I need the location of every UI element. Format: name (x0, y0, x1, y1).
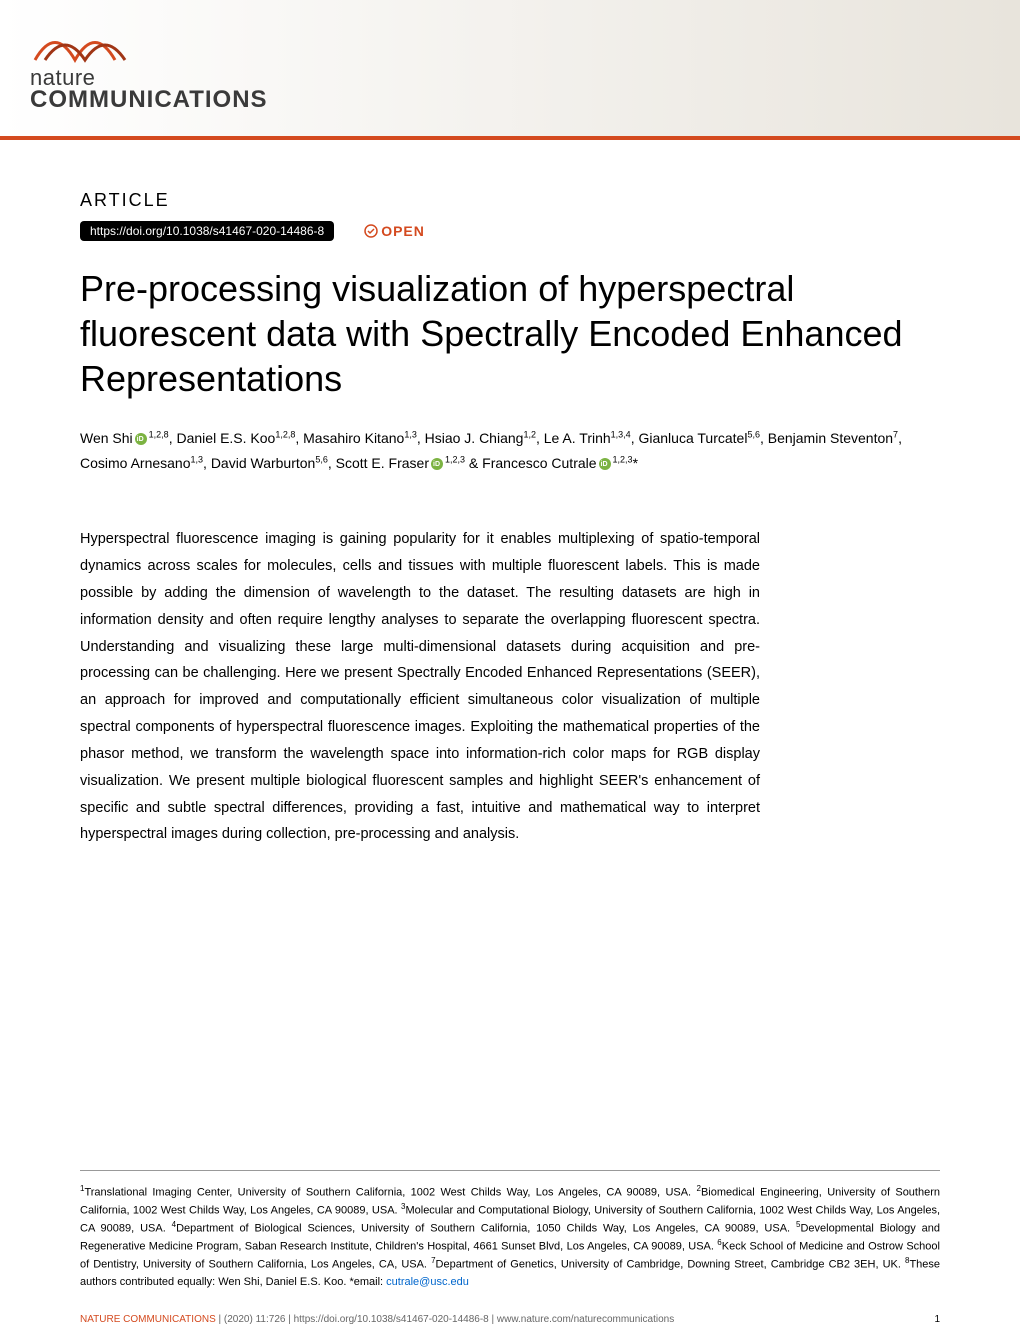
author-affil: 7 (893, 429, 898, 439)
author-name: Wen Shi (80, 430, 133, 446)
email-label: *email: (349, 1276, 383, 1288)
footer-citation-text: | (2020) 11:726 | https://doi.org/10.103… (219, 1314, 675, 1325)
abstract-text: Hyperspectral fluorescence imaging is ga… (80, 526, 760, 848)
author-name: Masahiro Kitano (303, 430, 404, 446)
page-footer: NATURE COMMUNICATIONS | (2020) 11:726 | … (80, 1314, 940, 1325)
page-number: 1 (934, 1314, 940, 1325)
author-name: Francesco Cutrale (482, 455, 596, 471)
corresponding-mark: * (633, 455, 638, 471)
affiliation-1: Translational Imaging Center, University… (84, 1186, 691, 1198)
affiliations-text: 1Translational Imaging Center, Universit… (80, 1183, 940, 1290)
affiliations-section: 1Translational Imaging Center, Universit… (80, 1170, 940, 1290)
authors-list: Wen Shi1,2,8, Daniel E.S. Koo1,2,8, Masa… (80, 426, 940, 476)
author-name: Scott E. Fraser (336, 455, 429, 471)
affiliation-4: Department of Biological Sciences, Unive… (176, 1223, 790, 1235)
orcid-icon[interactable] (599, 458, 611, 470)
affiliation-7: Department of Genetics, University of Ca… (436, 1259, 901, 1271)
doi-row: https://doi.org/10.1038/s41467-020-14486… (80, 221, 940, 241)
author-affil: 1,3,4 (611, 429, 631, 439)
author-name: Benjamin Steventon (768, 430, 893, 446)
author-affil: 5,6 (315, 455, 328, 465)
logo-waves-icon (30, 20, 190, 70)
orcid-icon[interactable] (135, 433, 147, 445)
open-label: OPEN (381, 223, 425, 239)
article-title: Pre-processing visualization of hyperspe… (80, 266, 940, 401)
author-affil: 5,6 (747, 429, 760, 439)
author-name: Gianluca Turcatel (638, 430, 747, 446)
footer-journal: NATURE COMMUNICATIONS (80, 1314, 216, 1325)
author-name: David Warburton (211, 455, 316, 471)
author-affil: 1,3 (191, 455, 204, 465)
author-affil: 1,2,3 (445, 455, 465, 465)
footer-citation: NATURE COMMUNICATIONS | (2020) 11:726 | … (80, 1314, 674, 1325)
author-name: Le A. Trinh (544, 430, 611, 446)
author-affil: 1,2,8 (149, 429, 169, 439)
journal-name-bottom: COMMUNICATIONS (30, 86, 990, 114)
author-name: Daniel E.S. Koo (176, 430, 275, 446)
author-affil: 1,2 (523, 429, 536, 439)
author-affil: 1,2,3 (613, 455, 633, 465)
author-affil: 1,2,8 (275, 429, 295, 439)
affiliations-divider (80, 1170, 940, 1171)
author-name: Cosimo Arnesano (80, 455, 191, 471)
doi-badge[interactable]: https://doi.org/10.1038/s41467-020-14486… (80, 221, 334, 241)
author-affil: 1,3 (404, 429, 417, 439)
journal-logo: nature COMMUNICATIONS (30, 20, 990, 114)
article-content: ARTICLE https://doi.org/10.1038/s41467-0… (0, 140, 1020, 1068)
author-name: Hsiao J. Chiang (425, 430, 524, 446)
open-access-badge: OPEN (364, 223, 425, 239)
article-type-label: ARTICLE (80, 190, 940, 211)
corresponding-email[interactable]: cutrale@usc.edu (386, 1276, 469, 1288)
check-icon (364, 224, 378, 238)
orcid-icon[interactable] (431, 458, 443, 470)
journal-header-banner: nature COMMUNICATIONS (0, 0, 1020, 140)
